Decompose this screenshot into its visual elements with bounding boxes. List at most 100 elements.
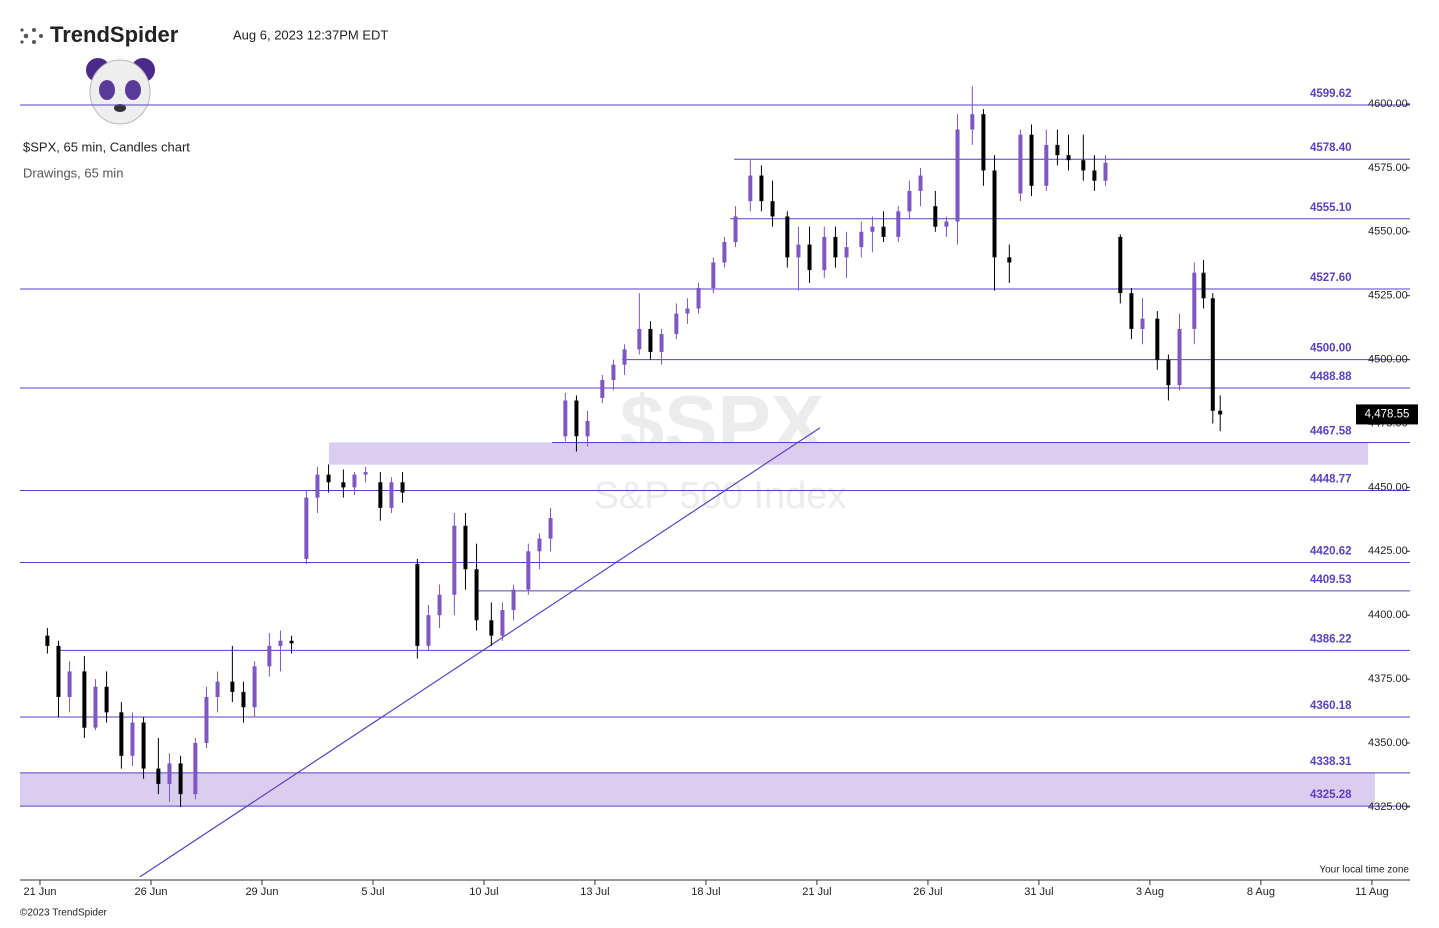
watermark-subtitle: S&P 500 Index — [594, 475, 847, 517]
candle-body — [352, 474, 357, 488]
x-tick-label: 18 Jul — [691, 886, 720, 898]
candle-body — [474, 569, 479, 621]
y-tick-label: 4500.00 — [1368, 354, 1408, 366]
y-tick-label: 4575.00 — [1368, 162, 1408, 174]
candle-body — [1201, 272, 1206, 299]
candle-body — [289, 640, 294, 644]
level-label: 4420.62 — [1310, 546, 1352, 558]
candle-body — [711, 262, 716, 289]
chart-subtitle: Drawings, 65 min — [23, 165, 123, 180]
candle-body — [267, 645, 272, 667]
y-tick-label: 4350.00 — [1368, 737, 1408, 749]
candle-body — [785, 216, 790, 258]
candle-body — [1081, 160, 1086, 171]
candle-body — [241, 691, 246, 708]
candle-body — [341, 482, 346, 488]
candle-body — [45, 635, 50, 646]
candle-body — [215, 681, 220, 697]
level-label: 4488.88 — [1310, 371, 1352, 383]
candle-body — [796, 244, 801, 258]
candle-body — [563, 400, 568, 437]
candle-body — [696, 288, 701, 309]
candle-body — [119, 712, 124, 756]
y-tick-label: 4550.00 — [1368, 226, 1408, 238]
candle-body — [278, 640, 283, 646]
candle-body — [130, 722, 135, 756]
candle-body — [452, 525, 457, 595]
y-tick-label: 4600.00 — [1368, 98, 1408, 110]
level-label: 4578.40 — [1310, 142, 1352, 154]
candle-body — [674, 313, 679, 335]
y-tick-label: 4375.00 — [1368, 673, 1408, 685]
y-tick-label: 4325.00 — [1368, 801, 1408, 813]
candle-body — [1029, 134, 1034, 186]
level-label: 4448.77 — [1310, 474, 1352, 486]
level-label: 4409.53 — [1310, 574, 1352, 586]
candle-body — [389, 482, 394, 508]
candle-body — [1129, 293, 1134, 329]
candle-body — [93, 686, 98, 728]
y-tick-label: 4425.00 — [1368, 545, 1408, 557]
timestamp: Aug 6, 2023 12:37PM EDT — [233, 27, 388, 42]
candle-body — [156, 768, 161, 784]
candle-body — [822, 236, 827, 271]
candle-body — [648, 328, 653, 352]
x-tick-label: 13 Jul — [580, 886, 609, 898]
price-tag — [1356, 404, 1418, 425]
candle-body — [733, 216, 738, 243]
candle-body — [141, 722, 146, 769]
candle-body — [326, 474, 331, 483]
candle-body — [1192, 272, 1197, 329]
candle-body — [600, 380, 605, 398]
candle-body — [896, 211, 901, 237]
candle-body — [659, 334, 664, 352]
candle-body — [992, 170, 997, 258]
candle-body — [759, 175, 764, 202]
candle-body — [918, 175, 923, 191]
candle-body — [415, 564, 420, 646]
candle-body — [378, 482, 383, 508]
candle-body — [807, 244, 812, 271]
copyright: ©2023 TrendSpider — [20, 908, 108, 919]
candle-body — [400, 482, 405, 493]
candle-body — [1155, 318, 1160, 360]
chart-title: $SPX, 65 min, Candles chart — [23, 139, 190, 154]
zone — [328, 442, 1369, 465]
zone — [20, 772, 1375, 807]
candle-body — [1007, 257, 1012, 263]
brand: TrendSpider — [50, 22, 179, 47]
candle-body — [1118, 236, 1123, 294]
candle-body — [1055, 144, 1060, 156]
y-tick-label: 4450.00 — [1368, 481, 1408, 493]
logo-icon — [20, 28, 43, 44]
x-tick-label: 5 Jul — [361, 886, 384, 898]
plot-area — [20, 86, 1410, 878]
candle-body — [489, 620, 494, 636]
price-tag-label: 4,478.55 — [1365, 408, 1410, 420]
level-label: 4527.60 — [1310, 272, 1352, 284]
candle-body — [426, 615, 431, 646]
candle-body — [167, 763, 172, 784]
candle-body — [955, 129, 960, 222]
x-tick-label: 26 Jul — [913, 886, 942, 898]
candle-body — [1210, 298, 1215, 411]
level-label: 4360.18 — [1310, 700, 1352, 712]
candle-body — [500, 610, 505, 636]
candle-body — [67, 671, 72, 697]
candle-body — [1218, 410, 1223, 415]
candle-body — [881, 226, 886, 237]
candle-body — [870, 226, 875, 232]
candle-body — [722, 242, 727, 263]
candle-body — [1018, 134, 1023, 194]
x-tick-label: 8 Aug — [1247, 886, 1275, 898]
candle-body — [770, 201, 775, 217]
candle-body — [859, 231, 864, 248]
candle-body — [574, 400, 579, 437]
candle-body — [315, 474, 320, 498]
candle-body — [611, 364, 616, 381]
candle-body — [1044, 144, 1049, 186]
level-label: 4599.62 — [1310, 88, 1352, 100]
level-label: 4555.10 — [1310, 202, 1352, 214]
candle-body — [585, 420, 590, 437]
